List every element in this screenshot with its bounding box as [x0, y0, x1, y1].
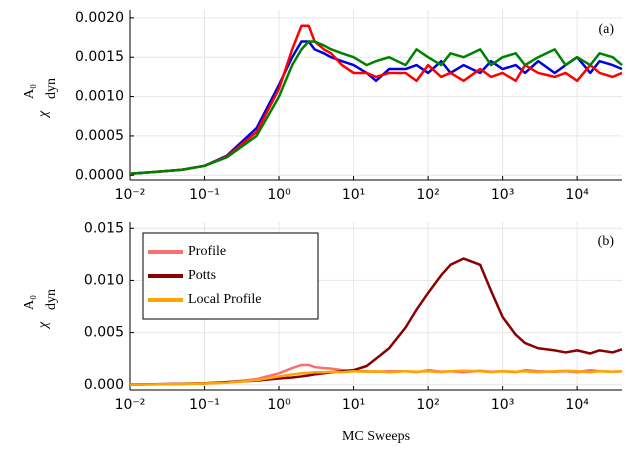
y-label-sub: dyn — [44, 78, 59, 99]
y-tick-label: 0.015 — [84, 220, 124, 236]
x-tick-label: 10⁻¹ — [189, 397, 220, 413]
y-tick-label: 0.0000 — [75, 167, 124, 183]
series-line — [129, 40, 623, 175]
x-tick-label: 10⁴ — [565, 187, 589, 203]
y-label-symbol: χ — [36, 321, 51, 330]
x-tick-label: 10³ — [491, 397, 514, 413]
x-axis-label: MC Sweeps — [342, 429, 410, 444]
x-tick-label: 10⁴ — [565, 397, 589, 413]
y-axis-label: χ A₀ dyn — [22, 289, 59, 330]
y-tick-label: 0.005 — [84, 325, 124, 341]
y-tick-label: 0.010 — [84, 272, 124, 288]
series-line — [129, 369, 623, 386]
x-tick-label: 10³ — [491, 187, 514, 203]
x-tick-label: 10¹ — [342, 187, 365, 203]
y-axis-label: χ A₀ dyn — [22, 78, 59, 119]
y-label-sup: A₀ — [22, 295, 37, 310]
y-tick-label: 0.0020 — [75, 10, 124, 26]
legend-label: Profile — [188, 244, 226, 259]
y-label-sup: A₀ — [22, 84, 37, 99]
legend-label: Potts — [188, 268, 216, 283]
series-line — [129, 363, 623, 386]
x-tick-label: 10¹ — [342, 397, 365, 413]
x-tick-label: 10² — [416, 397, 439, 413]
x-tick-label: 10⁻² — [115, 187, 146, 203]
y-label-symbol: χ — [36, 110, 51, 119]
x-tick-label: 10⁻² — [115, 397, 146, 413]
x-tick-label: 10⁰ — [267, 397, 291, 413]
panel-label: (a) — [598, 22, 614, 37]
y-tick-label: 0.0005 — [75, 128, 124, 144]
series-line — [129, 24, 623, 175]
y-tick-label: 0.0015 — [75, 49, 124, 65]
x-tick-label: 10⁻¹ — [189, 187, 220, 203]
panel-label: (b) — [598, 234, 615, 249]
x-tick-label: 10⁰ — [267, 187, 291, 203]
y-tick-label: 0.0010 — [75, 89, 124, 105]
y-label-sub: dyn — [44, 289, 59, 310]
series-line — [129, 257, 623, 386]
x-tick-label: 10² — [416, 187, 439, 203]
legend-label: Local Profile — [188, 292, 261, 307]
y-tick-label: 0.000 — [84, 377, 124, 393]
